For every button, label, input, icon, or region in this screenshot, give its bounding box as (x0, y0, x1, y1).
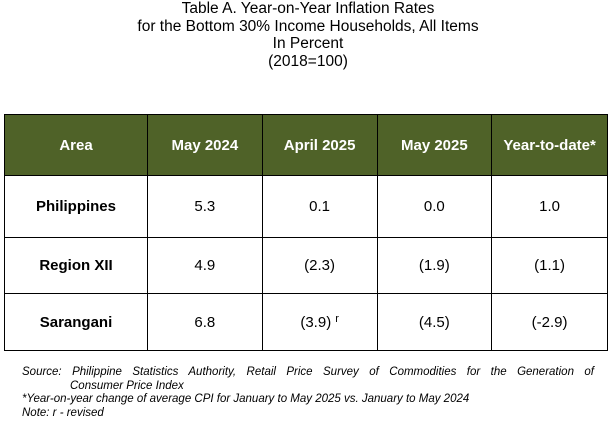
title-line-1: Table A. Year-on-Year Inflation Rates (181, 0, 435, 17)
table-row-sarangani: Sarangani 6.8 (3.9) r (4.5) (-2.9) (4, 293, 608, 351)
table-title: Table A. Year-on-Year Inflation Rates fo… (0, 0, 616, 70)
header-april-2025: April 2025 (261, 114, 378, 176)
header-area: Area (4, 114, 148, 176)
header-year-to-date: Year-to-date* (491, 114, 608, 176)
inflation-table: Area May 2024 April 2025 May 2025 Year-t… (4, 114, 608, 351)
title-line-4: (2018=100) (268, 52, 348, 70)
title-line-2: for the Bottom 30% Income Households, Al… (137, 17, 479, 35)
cell-year-to-date: (1.1) (491, 237, 608, 294)
header-row: Area May 2024 April 2025 May 2025 Year-t… (4, 114, 608, 176)
header-may-2025: May 2025 (376, 114, 493, 176)
cell-may-2025: (1.9) (376, 237, 493, 294)
cell-value: (2.3) (304, 257, 336, 274)
cell-may-2025: 0.0 (376, 175, 493, 238)
table-row-philippines: Philippines 5.3 0.1 0.0 1.0 (4, 175, 608, 238)
cell-may-2025: (4.5) (376, 293, 493, 351)
table-notes: Source: Philippine Statistics Authority,… (22, 366, 594, 420)
cell-year-to-date: 1.0 (491, 175, 608, 238)
title-line-3: In Percent (272, 35, 344, 52)
cell-april-2025: (2.3) (261, 237, 378, 294)
cell-area: Region XII (4, 237, 148, 294)
cell-value: (3.9) (300, 314, 332, 331)
cell-value: 0.1 (309, 198, 331, 215)
header-may-2024: May 2024 (147, 114, 263, 176)
cell-area: Sarangani (4, 293, 148, 351)
cell-may-2024: 6.8 (147, 293, 263, 351)
revised-note: Note: r - revised (22, 406, 104, 419)
ytd-footnote: *Year-on-year change of average CPI for … (22, 393, 470, 405)
cell-area: Philippines (4, 175, 148, 238)
source-note-line-2: Consumer Price Index (70, 379, 184, 392)
table-row-region-xii: Region XII 4.9 (2.3) (1.9) (1.1) (4, 237, 608, 294)
cell-year-to-date: (-2.9) (491, 293, 608, 351)
cell-may-2024: 4.9 (147, 237, 263, 294)
cell-april-2025: (3.9) r (261, 293, 378, 351)
source-note-line-1: Source: Philippine Statistics Authority,… (22, 366, 594, 378)
cell-may-2024: 5.3 (147, 175, 263, 238)
cell-april-2025: 0.1 (261, 175, 378, 238)
revised-marker: r (335, 313, 339, 325)
